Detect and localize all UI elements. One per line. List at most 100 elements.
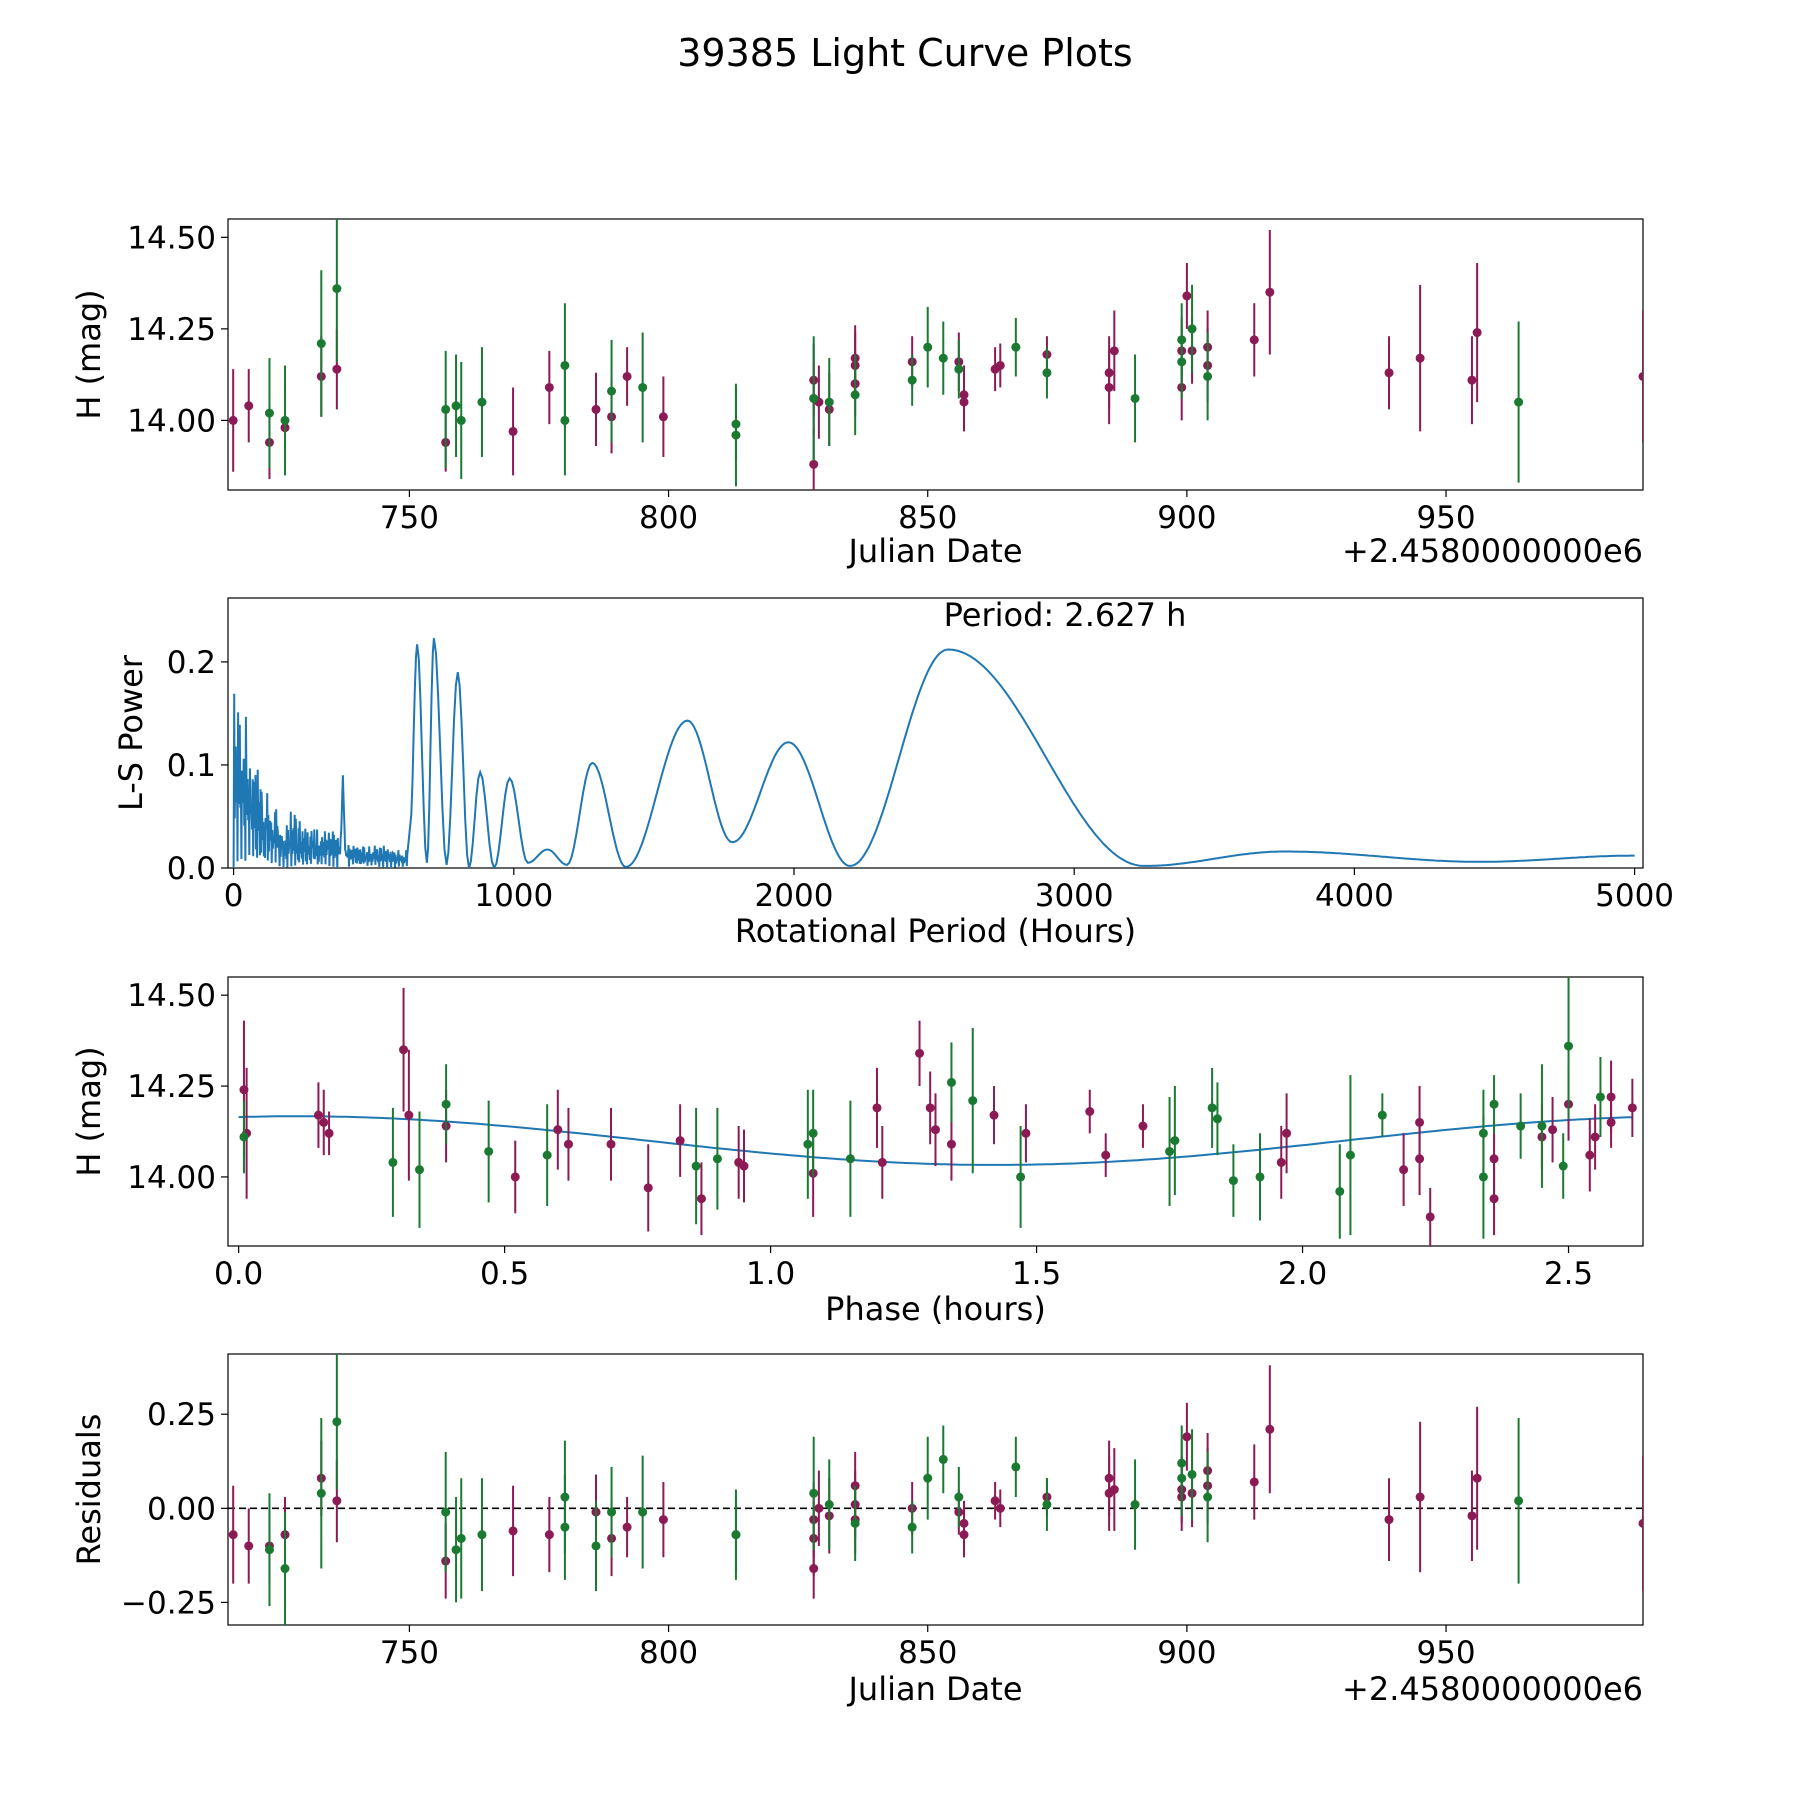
y-tick-label: 14.00: [127, 1160, 216, 1196]
axes-frame: [227, 597, 1644, 869]
data-point: [560, 360, 570, 370]
data-point: [591, 1541, 601, 1551]
x-offset-label: +2.4580000000e6: [1342, 1670, 1643, 1708]
data-point: [638, 382, 648, 392]
data-point: [441, 404, 451, 414]
x-tick-label: 0.0: [214, 1256, 263, 1292]
x-tick-label: 950: [1416, 500, 1475, 536]
data-point: [1130, 393, 1140, 403]
data-point: [1467, 375, 1477, 385]
x-tick-label: 900: [1157, 500, 1216, 536]
data-point: [1109, 1485, 1119, 1494]
data-point: [1399, 1165, 1409, 1175]
x-tick-label: 1.0: [746, 1256, 795, 1292]
data-point: [244, 1541, 254, 1551]
data-point: [638, 1507, 648, 1517]
data-point: [643, 1183, 653, 1193]
data-point: [606, 1139, 616, 1149]
data-point: [1638, 1518, 1643, 1528]
data-point: [824, 397, 834, 407]
data-point: [809, 1488, 819, 1498]
data-point: [959, 390, 969, 400]
x-tick-label: 0.5: [480, 1256, 529, 1292]
y-axis-label: Residuals: [70, 1414, 108, 1566]
data-point: [1638, 371, 1643, 381]
data-point: [1627, 1103, 1637, 1113]
data-point: [1101, 1150, 1111, 1160]
data-point: [691, 1161, 701, 1171]
data-point: [510, 1172, 520, 1182]
data-point: [1472, 328, 1482, 338]
data-point: [607, 386, 617, 396]
data-point: [1345, 1150, 1355, 1160]
data-point: [1016, 1172, 1026, 1182]
data-point: [1011, 1462, 1021, 1472]
data-point: [923, 1473, 933, 1483]
data-point: [1104, 382, 1114, 392]
panel-lightcurve: 750 800 850 900 950 14.00 14.25 14.50 Julian Dat…: [70, 218, 1644, 570]
data-point: [712, 1154, 722, 1164]
plot-area: [232, 638, 1635, 868]
x-tick-label: 4000: [1315, 878, 1394, 914]
data-point: [228, 415, 238, 425]
data-point: [239, 1132, 249, 1142]
y-axis-label: H (mag): [70, 1046, 108, 1176]
x-axis-label: Julian Date: [846, 532, 1022, 570]
data-point: [1042, 1500, 1052, 1510]
data-point: [477, 397, 487, 407]
data-point: [1021, 1128, 1031, 1138]
data-point: [319, 1117, 329, 1127]
data-point: [1595, 1092, 1605, 1102]
data-point: [456, 415, 466, 425]
x-tick-label: 2.0: [1278, 1256, 1327, 1292]
x-tick-label: 800: [639, 500, 698, 536]
y-tick-label: 0.00: [147, 1491, 216, 1527]
data-point: [915, 1048, 925, 1058]
data-point: [923, 342, 933, 352]
data-point: [404, 1110, 414, 1120]
data-point: [1182, 1432, 1192, 1442]
data-point: [845, 1154, 855, 1164]
data-point: [399, 1045, 409, 1055]
data-point: [1011, 342, 1021, 352]
data-point: [1228, 1176, 1238, 1186]
x-tick-label: 900: [1157, 1635, 1216, 1671]
data-point: [264, 408, 274, 418]
data-point: [1042, 368, 1052, 378]
data-point: [1203, 1492, 1213, 1502]
y-axis-label: H (mag): [70, 289, 108, 419]
data-point: [332, 284, 342, 294]
data-point: [803, 1139, 813, 1149]
data-point: [264, 1545, 274, 1555]
period-annotation: Period: 2.627 h: [944, 596, 1187, 634]
data-point: [675, 1136, 685, 1146]
data-point: [1590, 1132, 1600, 1142]
x-tick-label: 800: [639, 1635, 698, 1671]
y-tick-label: 0.2: [167, 645, 216, 681]
data-point: [938, 353, 948, 363]
series-magenta: [228, 1365, 1643, 1599]
data-point: [731, 430, 741, 440]
data-point: [1207, 1103, 1217, 1113]
axes-frame: [227, 976, 1644, 1247]
data-point: [1265, 287, 1275, 297]
data-point: [622, 1522, 632, 1532]
data-point: [544, 1530, 554, 1540]
x-tick-label: 1.5: [1012, 1256, 1061, 1292]
series-magenta: [228, 229, 1643, 490]
data-point: [508, 1526, 518, 1536]
data-point: [1109, 346, 1119, 356]
data-point: [850, 390, 860, 400]
data-point: [968, 1096, 978, 1106]
y-tick-label: 14.50: [127, 220, 216, 256]
data-point: [814, 1503, 824, 1513]
data-point: [388, 1157, 398, 1167]
x-tick-label: 5000: [1595, 878, 1674, 914]
data-point: [477, 1530, 487, 1540]
data-point: [1384, 368, 1394, 378]
data-point: [907, 375, 917, 385]
data-point: [931, 1125, 940, 1135]
x-axis-label: Rotational Period (Hours): [735, 912, 1136, 950]
series-green: [264, 219, 1524, 487]
